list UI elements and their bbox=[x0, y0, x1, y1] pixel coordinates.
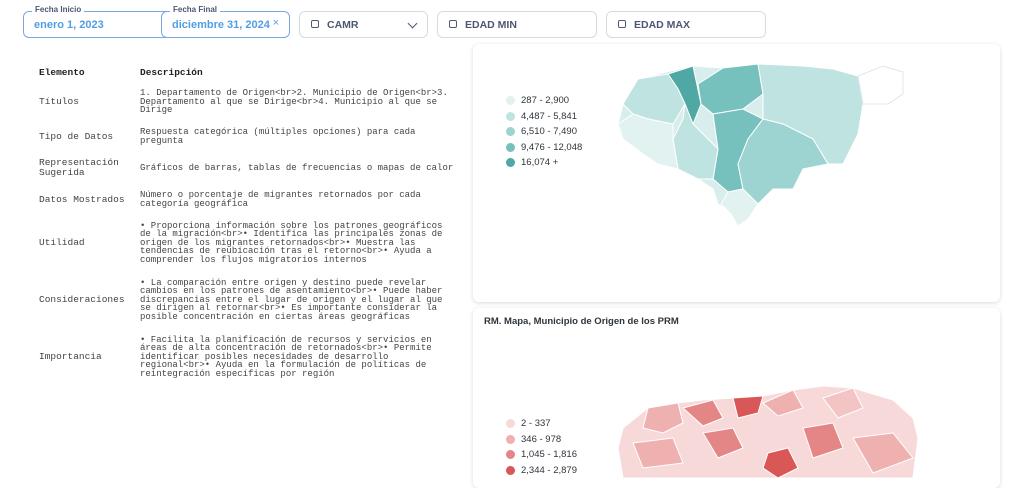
legend-swatch bbox=[506, 465, 515, 475]
table-row: Importancia • Facilita la planificación d… bbox=[39, 332, 459, 382]
legend-label: 1,045 - 1,816 bbox=[521, 449, 577, 461]
table-row: Tipo de Datos Respuesta categórica (múlti… bbox=[39, 112, 459, 162]
filter[interactable]: CAMR bbox=[299, 11, 428, 38]
department-map-card: 287 - 2,900 4,487 - 5,841 6,510 - 7,490 9,4… bbox=[473, 44, 1000, 302]
filter-placeholder: EDAD MIN bbox=[465, 19, 517, 31]
department-map bbox=[617, 63, 904, 227]
filter-placeholder: EDAD MAX bbox=[634, 19, 691, 31]
legend-label: 4,487 - 5,841 bbox=[521, 110, 577, 122]
row-label: Importancia bbox=[39, 351, 102, 362]
legend-swatch bbox=[506, 158, 515, 168]
row-label: Títulos bbox=[39, 96, 79, 107]
municipality-map-card: RM. Mapa, Municipio de Origen de los PRM… bbox=[473, 308, 1000, 488]
legend-item: 2,344 - 2,879 bbox=[506, 463, 577, 479]
filter-placeholder: CAMR bbox=[327, 19, 359, 31]
table-row: Títulos 1. Departamento de Origen<br>2. M… bbox=[39, 77, 459, 127]
filter-icon bbox=[449, 20, 457, 28]
municipality-map bbox=[617, 385, 919, 479]
dropdown-chevron bbox=[407, 18, 418, 29]
legend-item: 16,074 + bbox=[506, 155, 582, 171]
filter-value: enero 1, 2023 bbox=[34, 19, 104, 31]
legend-swatch bbox=[506, 111, 515, 121]
row-description: 1. Departamento de Origen<br>2. Municipi… bbox=[140, 88, 448, 116]
filter-label: Fecha Final bbox=[170, 5, 221, 14]
legend-swatch bbox=[506, 142, 515, 152]
row-description: • Facilita la planificación de recursos … bbox=[140, 334, 432, 379]
legend-label: 2 - 337 bbox=[521, 418, 551, 430]
legend-label: 9,476 - 12,048 bbox=[521, 141, 583, 153]
row-description: • La comparación entre origen y destino … bbox=[140, 277, 443, 322]
legend-item: 2 - 337 bbox=[506, 416, 577, 432]
column-header: Elemento bbox=[39, 67, 85, 78]
legend-label: 16,074 + bbox=[521, 157, 559, 169]
filter-icon bbox=[618, 20, 626, 28]
legend-label: 346 - 978 bbox=[521, 433, 562, 445]
clear-button[interactable]: × bbox=[272, 17, 279, 29]
row-description: • Proporciona información sobre los patr… bbox=[140, 220, 443, 265]
legend-swatch bbox=[506, 96, 515, 106]
row-label: Tipo de Datos bbox=[39, 131, 114, 142]
legend-label: 287 - 2,900 bbox=[521, 95, 570, 107]
legend-item: 346 - 978 bbox=[506, 432, 577, 448]
legend-swatch bbox=[506, 419, 515, 429]
filter[interactable]: Fecha Final diciembre 31, 2024 × bbox=[161, 5, 290, 38]
row-label: Representación Sugerida bbox=[39, 157, 119, 178]
legend-item: 1,045 - 1,816 bbox=[506, 447, 577, 463]
table-row: Consideraciones • La comparación entre or… bbox=[39, 275, 459, 325]
legend-item: 4,487 - 5,841 bbox=[506, 109, 582, 125]
legend: 2 - 337 346 - 978 1,045 - 1,816 2,344 - 2,8… bbox=[506, 416, 577, 478]
legend-swatch bbox=[506, 127, 515, 137]
table-row: Representación Sugerida Gráficos de barra… bbox=[39, 143, 459, 193]
legend-label: 2,344 - 2,879 bbox=[521, 464, 577, 476]
legend-item: 9,476 - 12,048 bbox=[506, 140, 582, 156]
legend-item: 6,510 - 7,490 bbox=[506, 124, 582, 140]
filter-label: Fecha Inicio bbox=[32, 5, 85, 14]
dashboard: { "filters": [ {"label": "Fecha Inicio",… bbox=[23, 5, 1000, 478]
row-description: Gráficos de barras, tablas de frecuencia… bbox=[140, 162, 454, 173]
legend: 287 - 2,900 4,487 - 5,841 6,510 - 7,490 9,4… bbox=[506, 93, 582, 171]
filter[interactable]: EDAD MIN bbox=[437, 11, 597, 38]
filter-value: diciembre 31, 2024 bbox=[172, 19, 270, 31]
filter-icon bbox=[311, 20, 319, 28]
filter[interactable]: EDAD MAX bbox=[606, 11, 766, 38]
row-label: Datos Mostrados bbox=[39, 194, 125, 205]
legend-item: 287 - 2,900 bbox=[506, 93, 582, 109]
row-description: Respuesta categórica (múltiples opciones… bbox=[140, 127, 416, 146]
legend-swatch bbox=[506, 434, 515, 444]
table-row: Datos Mostrados Número o porcentaje de mi… bbox=[39, 175, 459, 225]
row-description: Número o porcentaje de migrantes retorna… bbox=[140, 190, 421, 209]
row-label: Consideraciones bbox=[39, 294, 125, 305]
legend-swatch bbox=[506, 450, 515, 460]
table-row: Utilidad • Proporciona información sobre … bbox=[39, 218, 459, 268]
column-header: Descripción bbox=[140, 67, 203, 78]
row-label: Utilidad bbox=[39, 237, 85, 248]
legend-label: 6,510 - 7,490 bbox=[521, 126, 577, 138]
card-title: RM. Mapa, Municipio de Origen de los PRM bbox=[484, 316, 679, 327]
